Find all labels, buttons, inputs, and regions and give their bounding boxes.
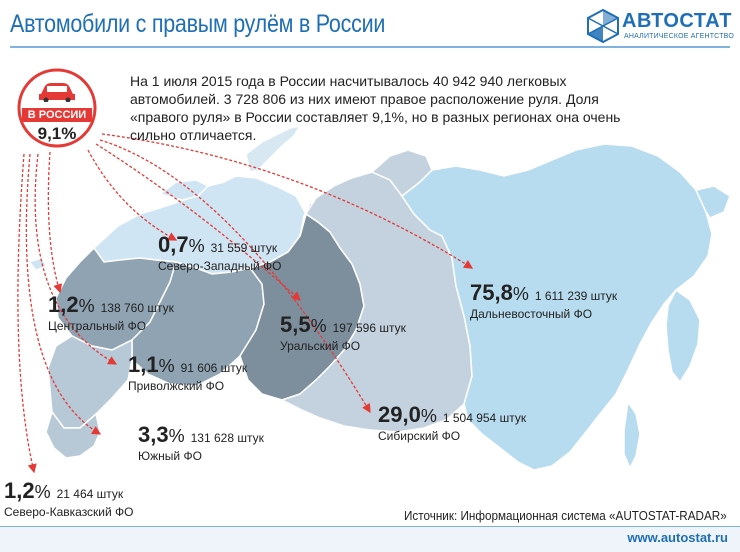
label-northwest: 0,7% 31 559 штук Северо-Западный ФО	[158, 232, 281, 273]
novaya-zemlya	[245, 124, 302, 173]
arrows	[17, 133, 474, 474]
badge-circle	[17, 68, 97, 148]
label-south: 3,3% 131 628 штук Южный ФО	[138, 422, 264, 463]
intro-text: На 1 июля 2015 года в России насчитывало…	[130, 73, 621, 143]
south-name: Южный ФО	[138, 449, 202, 463]
autostat-logo-icon	[587, 8, 619, 44]
north-caucasus-percent-sign: %	[34, 482, 51, 502]
footer-bar	[0, 526, 740, 552]
ural-count: 197 596 штук	[332, 321, 406, 335]
south-count: 131 628 штук	[190, 431, 264, 445]
label-central: 1,2% 138 760 штук Центральный ФО	[48, 292, 174, 333]
central-name: Центральный ФО	[48, 319, 147, 333]
central-percent-sign: %	[78, 296, 95, 316]
car-icon	[39, 83, 75, 102]
kamchatka	[665, 288, 701, 384]
northwest-name: Северо-Западный ФО	[158, 259, 282, 273]
far-east-name: Дальневосточный ФО	[470, 307, 593, 321]
logo: АВТОСТАТ АНАЛИТИЧЕСКОЕ АГЕНТСТВО	[586, 6, 736, 46]
arrow-to-central	[47, 151, 63, 294]
central-count: 138 760 штук	[100, 301, 174, 315]
north-caucasus-percent: 1,2	[4, 478, 35, 503]
siberia-percent: 29,0	[378, 402, 421, 427]
header: Автомобили с правым рулём в России АВТОС…	[0, 0, 740, 52]
footer: www.autostat.ru	[0, 526, 740, 552]
siberia-percent-sign: %	[420, 406, 437, 426]
volga-name: Приволжский ФО	[128, 379, 225, 393]
badge-value: 9,1%	[37, 124, 77, 143]
south-percent-sign: %	[168, 426, 185, 446]
label-north-caucasus: 1,2% 21 464 штук Северо-Кавказский ФО	[4, 478, 134, 519]
russia-total-badge: В РОССИИ 9,1%	[16, 66, 98, 150]
page-title: Автомобили с правым рулём в России	[10, 10, 386, 38]
region-south	[47, 335, 133, 429]
label-ural: 5,5% 197 596 штук Уральский ФО	[280, 312, 406, 353]
kaliningrad	[29, 257, 47, 271]
siberia-count: 1 504 954 штук	[442, 411, 527, 425]
north-caucasus-count: 21 464 штук	[56, 487, 124, 501]
logo-name: АВТОСТАТ	[622, 10, 732, 32]
badge-label: В РОССИИ	[27, 109, 87, 121]
label-far-east: 75,8% 1 611 239 штук Дальневосточный ФО	[470, 280, 617, 321]
central-percent: 1,2	[48, 292, 79, 317]
northwest-count: 31 559 штук	[210, 241, 278, 255]
title-divider	[10, 46, 730, 48]
far-east-count: 1 611 239 штук	[534, 289, 618, 303]
far-east-percent: 75,8	[470, 280, 513, 305]
volga-percent: 1,1	[128, 352, 159, 377]
arrow-to-siberia	[99, 139, 371, 414]
region-volga	[131, 261, 265, 387]
northwest-percent-sign: %	[188, 236, 205, 256]
siberia-name: Сибирский ФО	[378, 429, 461, 443]
region-far-east	[400, 143, 713, 471]
chukotka	[694, 185, 731, 219]
ural-name: Уральский ФО	[280, 339, 361, 353]
ural-percent-sign: %	[310, 316, 327, 336]
volga-percent-sign: %	[158, 356, 175, 376]
arrow-to-north-caucasus	[17, 153, 37, 474]
logo-subtitle: АНАЛИТИЧЕСКОЕ АГЕНТСТВО	[624, 33, 734, 40]
footer-url-link[interactable]: www.autostat.ru	[627, 530, 728, 545]
arrow-to-volga	[34, 153, 118, 365]
label-siberia: 29,0% 1 504 954 штук Сибирский ФО	[378, 402, 526, 443]
arrow-to-far-east	[101, 133, 474, 269]
south-percent: 3,3	[138, 422, 169, 447]
arrow-to-ural	[95, 143, 301, 301]
region-north-caucasus	[45, 410, 101, 459]
ural-percent: 5,5	[280, 312, 311, 337]
source-note: Источник: Информационная система «AUTOST…	[404, 508, 727, 523]
label-volga: 1,1% 91 606 штук Приволжский ФО	[128, 352, 247, 393]
northwest-percent: 0,7	[158, 232, 189, 257]
sakhalin	[623, 399, 641, 470]
north-caucasus-name: Северо-Кавказский ФО	[4, 505, 134, 519]
volga-count: 91 606 штук	[180, 361, 248, 375]
far-east-percent-sign: %	[512, 284, 529, 304]
arrow-to-south	[25, 153, 102, 435]
